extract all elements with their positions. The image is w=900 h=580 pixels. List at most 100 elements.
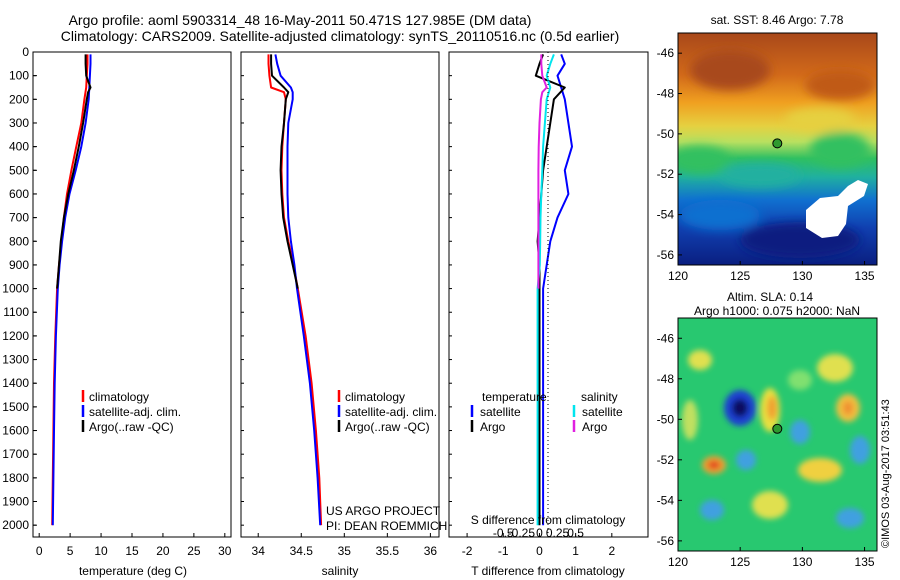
- x-tick-label: 15: [125, 544, 139, 558]
- map-y-tick-label: -48: [657, 372, 675, 386]
- depth-tick-label: 1100: [3, 305, 29, 319]
- sst-missing-data-patch: [806, 180, 868, 238]
- legend-satellite-label: satellite-adj. clim.: [89, 405, 181, 419]
- series-line: [542, 54, 573, 526]
- x-tick-label: 20: [156, 544, 170, 558]
- s-tick-label: -0.5: [493, 526, 514, 540]
- map-y-tick-label: -50: [657, 412, 675, 426]
- series-line: [270, 54, 299, 289]
- depth-tick-label: 1800: [2, 471, 29, 485]
- series-line: [274, 54, 322, 526]
- legend-argo-label: Argo(..raw -QC): [89, 420, 174, 434]
- x-tick-label: 35: [338, 544, 352, 558]
- sla-map-title: Altim. SLA: 0.14: [727, 290, 813, 304]
- depth-tick-label: 1500: [2, 400, 29, 414]
- sst-map-image: [678, 33, 877, 265]
- map-y-tick-label: -54: [657, 493, 675, 507]
- map-y-tick-label: -52: [657, 167, 675, 181]
- sla-map-image: [678, 318, 877, 551]
- map-y-tick-label: -56: [657, 534, 675, 548]
- sst-map-frame: [677, 32, 878, 266]
- depth-tick-label: 700: [9, 211, 29, 225]
- s-tick-label: 0.5: [567, 526, 584, 540]
- salinity-chart: 34 34.5 35 35.5 36: [241, 51, 438, 558]
- temperature-legend: climatology satellite-adj. clim. Argo(..…: [81, 390, 181, 434]
- depth-tick-label: 900: [9, 258, 29, 272]
- legend-t-satellite-label: satellite: [480, 405, 521, 419]
- s-tick-label: 0.25: [546, 526, 570, 540]
- sst-map-axes: 120 125 130 135 -46 -48 -50 -52 -54 -56: [657, 46, 875, 283]
- temperature-chart: 0 5 10 15 20 25 30: [33, 51, 232, 558]
- depth-tick-label: 300: [9, 116, 29, 130]
- x-tick-label: -1: [498, 544, 509, 558]
- x-tick-label: 25: [187, 544, 201, 558]
- difference-legend: temperature salinity satellite Argo sate…: [470, 390, 623, 434]
- series-line: [56, 54, 92, 289]
- map-y-tick-label: -52: [657, 453, 675, 467]
- depth-tick-label: 1600: [2, 424, 29, 438]
- depth-tick-label: 500: [9, 163, 29, 177]
- map-x-tick-label: 135: [855, 269, 875, 283]
- series-line: [267, 54, 323, 526]
- x-tick-label: 2: [608, 544, 615, 558]
- sla-map-frame: [677, 317, 878, 552]
- depth-tick-label: 100: [9, 69, 29, 83]
- x-tick-label: 35.5: [376, 544, 400, 558]
- difference-chart: -2 -1 0 1 2 -0.5-0.25 0 0.250.5: [449, 51, 615, 558]
- difference-xlabel: T difference from climatology: [471, 564, 625, 578]
- depth-tick-label: 600: [9, 187, 29, 201]
- map-x-tick-label: 120: [668, 269, 688, 283]
- legend-s-argo-label: Argo: [582, 420, 608, 434]
- x-tick-label: 34.5: [290, 544, 314, 558]
- salinity-panel-frame: [240, 51, 440, 538]
- x-tick-label: 36: [424, 544, 438, 558]
- salinity-legend: climatology satellite-adj. clim. Argo(..…: [337, 390, 437, 434]
- map-y-tick-label: -48: [657, 87, 675, 101]
- x-tick-label: 1: [572, 544, 579, 558]
- imos-credit: ©IMOS 03-Aug-2017 03:51:43: [880, 399, 892, 548]
- x-tick-label: 0: [536, 544, 543, 558]
- difference-xlabel-top: S difference from climatology: [471, 513, 626, 527]
- depth-tick-label: 400: [9, 140, 29, 154]
- sla-map-title-2: Argo h1000: 0.075 h2000: NaN: [694, 304, 860, 318]
- sst-map-title: sat. SST: 8.46 Argo: 7.78: [711, 13, 844, 27]
- sla-float-marker: [772, 423, 783, 434]
- depth-tick-label: 1900: [2, 495, 29, 509]
- sla-map-axes: 120 125 130 135 -46 -48 -50 -52 -54 -56: [657, 331, 875, 569]
- map-x-tick-label: 120: [668, 555, 688, 569]
- salinity-xlabel: salinity: [322, 564, 359, 578]
- map-y-tick-label: -54: [657, 208, 675, 222]
- x-tick-label: 5: [67, 544, 74, 558]
- map-x-tick-label: 130: [792, 269, 812, 283]
- x-tick-label: -2: [462, 544, 473, 558]
- legend-temperature-heading: temperature: [482, 390, 547, 404]
- legend-t-argo-label: Argo: [480, 420, 506, 434]
- legend-salinity-heading: salinity: [581, 390, 618, 404]
- map-x-tick-label: 125: [730, 555, 750, 569]
- depth-tick-label: 2000: [2, 518, 29, 532]
- depth-tick-label: 1000: [2, 282, 29, 296]
- depth-tick-label: 1400: [2, 376, 29, 390]
- series-line: [537, 54, 548, 289]
- temperature-xlabel: temperature (deg C): [79, 564, 187, 578]
- map-x-tick-label: 130: [792, 555, 812, 569]
- map-y-tick-label: -46: [657, 331, 675, 345]
- temperature-panel-frame: [32, 51, 232, 538]
- header-line-1: Argo profile: aoml 5903314_48 16-May-201…: [69, 12, 532, 28]
- depth-tick-label: 800: [9, 234, 29, 248]
- project-credit: US ARGO PROJECT: [326, 504, 441, 518]
- x-tick-label: 34: [252, 544, 266, 558]
- depth-axis: 0 100 200 300 400 500 600 700 800 900 1000 1100 1200…: [2, 45, 37, 532]
- header-line-2: Climatology: CARS2009. Satellite-adjuste…: [61, 28, 619, 44]
- map-y-tick-label: -56: [657, 248, 675, 262]
- map-x-tick-label: 135: [855, 555, 875, 569]
- s-tick-label: -0.25: [508, 526, 536, 540]
- depth-tick-label: 200: [9, 92, 29, 106]
- x-tick-label: 30: [218, 544, 232, 558]
- depth-tick-label: 1300: [2, 353, 29, 367]
- legend-climatology-label: climatology: [345, 390, 405, 404]
- pi-credit: PI: DEAN ROEMMICH: [326, 519, 447, 533]
- x-tick-label: 0: [36, 544, 43, 558]
- s-tick-label: 0: [536, 526, 543, 540]
